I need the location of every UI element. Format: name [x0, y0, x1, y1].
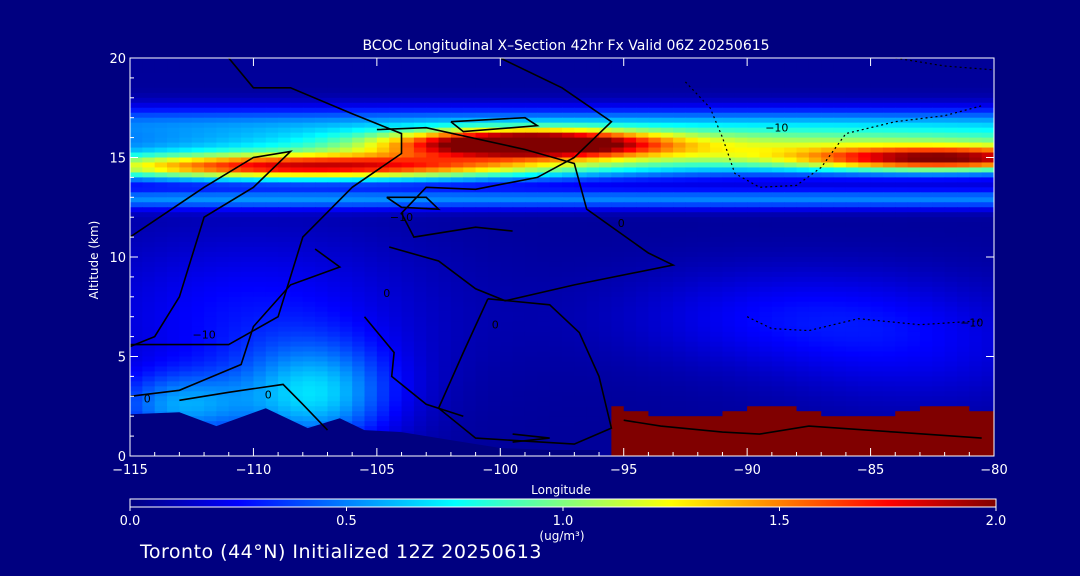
chart-title: BCOC Longitudinal X–Section 42hr Fx Vali… [362, 38, 769, 54]
contour-line-0 [130, 150, 293, 348]
x-tick-label: −85 [857, 463, 884, 478]
colorbar: 0.0 0.5 1.0 1.5 2.0 (ug/m³) [120, 498, 1007, 543]
x-tick-label: −80 [980, 463, 1007, 478]
contour-line-8 [130, 248, 342, 398]
x-tick-label: −105 [359, 463, 395, 478]
contour-line-1 [130, 58, 403, 346]
plot-area [130, 58, 994, 456]
y-tick-label: 0 [118, 450, 126, 465]
contour-label-8: 0 [618, 217, 625, 230]
contour-line-6 [437, 298, 613, 445]
contour-label-2: −10 [765, 122, 788, 135]
x-axis-label: Longitude [531, 483, 591, 497]
contour-lines [130, 58, 994, 445]
x-axis: −115 −110 −105 −100 −95 −90 −85 −80 [112, 58, 1008, 478]
x-tick-label: −90 [733, 463, 760, 478]
colorbar-ticks: 0.0 0.5 1.0 1.5 2.0 [120, 507, 1007, 529]
contour-label-1: −10 [390, 211, 413, 224]
contour-line-7 [512, 433, 550, 443]
contour-line-10 [363, 316, 464, 417]
contour-line-11 [623, 419, 982, 439]
colorbar-tick-label: 2.0 [986, 514, 1007, 529]
colorbar-strip [129, 498, 997, 508]
contour-label-0: −10 [192, 329, 215, 342]
x-tick-label: −95 [610, 463, 637, 478]
colorbar-tick-label: 0.0 [120, 514, 141, 529]
y-axis: 0 5 10 15 20 [109, 52, 994, 465]
footer-init-text: Toronto (44°N) Initialized 12Z 20250613 [140, 541, 542, 563]
contour-label-5: 0 [265, 388, 272, 401]
contour-line-5 [450, 116, 540, 133]
x-tick-label: −100 [482, 463, 518, 478]
contour-label-4: 0 [144, 392, 151, 405]
contour-line-9 [179, 383, 329, 431]
y-tick-label: 5 [118, 351, 126, 366]
contour-labels: −10 −10 −10 −10 0 0 0 0 0 [144, 122, 984, 406]
x-tick-label: −110 [236, 463, 272, 478]
contour-line-4 [400, 58, 613, 238]
bcoc-field [130, 58, 994, 456]
contour-line-2 [386, 196, 441, 211]
terrain-mask [130, 408, 599, 456]
x-tick-label: −115 [112, 463, 148, 478]
colorbar-tick-label: 1.0 [553, 514, 574, 529]
y-axis-label: Altitude (km) [87, 221, 101, 300]
y-tick-label: 10 [109, 251, 126, 266]
contour-label-6: 0 [383, 287, 390, 300]
contour-label-3: −10 [960, 317, 983, 330]
colorbar-tick-label: 1.5 [769, 514, 790, 529]
contour-dotted-0 [684, 81, 982, 188]
contour-line-3 [376, 126, 676, 302]
y-tick-label: 15 [109, 152, 126, 167]
colorbar-tick-label: 0.5 [336, 514, 357, 529]
y-tick-label: 20 [109, 52, 126, 67]
contour-label-7: 0 [492, 319, 499, 332]
colorbar-unit-label: (ug/m³) [539, 529, 584, 543]
contour-dotted-1 [895, 58, 994, 71]
